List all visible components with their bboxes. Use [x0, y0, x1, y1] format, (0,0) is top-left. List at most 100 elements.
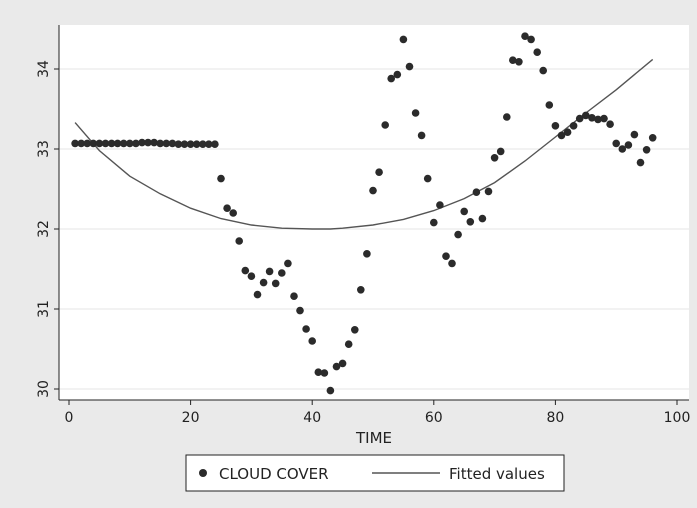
- cloud-cover-point: [71, 139, 79, 148]
- cloud-cover-point: [229, 209, 237, 217]
- cloud-cover-point: [509, 56, 517, 64]
- cloud-cover-point: [265, 267, 274, 276]
- cloud-cover-point: [369, 186, 377, 195]
- cloud-cover-point: [375, 168, 383, 176]
- cloud-cover-point: [490, 154, 499, 162]
- cloud-cover-point: [521, 32, 529, 40]
- cloud-cover-point: [126, 139, 134, 148]
- cloud-cover-point: [314, 368, 323, 377]
- cloud-cover-point: [192, 140, 201, 148]
- cloud-cover-point: [320, 369, 329, 377]
- x-tick-label-100: 100: [664, 410, 691, 426]
- cloud-cover-point: [308, 337, 317, 345]
- x-tick-label-20: 20: [182, 410, 200, 426]
- cloud-cover-point: [503, 113, 511, 121]
- cloud-cover-point: [612, 139, 620, 148]
- cloud-cover-point: [332, 362, 341, 371]
- cloud-cover-point: [478, 214, 487, 223]
- cloud-cover-point: [174, 140, 183, 148]
- cloud-cover-point: [138, 138, 146, 147]
- cloud-cover-point: [199, 140, 207, 148]
- cloud-cover-point: [223, 204, 231, 212]
- cloud-cover-point: [95, 139, 104, 148]
- x-tick-label-60: 60: [425, 410, 443, 426]
- cloud-cover-point: [253, 290, 262, 299]
- cloud-cover-point: [338, 359, 347, 368]
- cloud-cover-point: [417, 131, 426, 140]
- cloud-cover-point: [302, 325, 310, 333]
- cloud-cover-point: [381, 121, 390, 129]
- cloud-cover-point: [150, 138, 158, 147]
- gridlines: [59, 68, 689, 390]
- x-axis-ticks: 0 20 40 60 80 100: [65, 400, 691, 426]
- legend-label-cloud-cover: CLOUD COVER: [219, 465, 329, 483]
- cloud-cover-point: [642, 146, 651, 154]
- cloud-cover-point: [162, 139, 171, 148]
- cloud-cover-point: [351, 326, 359, 334]
- cloud-cover-point: [326, 386, 335, 395]
- cloud-cover-point: [399, 35, 408, 44]
- cloud-cover-point: [557, 131, 566, 140]
- cloud-cover-point: [430, 218, 438, 227]
- legend-marker-cloud-cover: [199, 469, 207, 477]
- cloud-cover-point: [235, 237, 243, 245]
- x-axis-title: TIME: [355, 429, 392, 447]
- cloud-cover-point: [436, 201, 444, 209]
- cloud-cover-point: [527, 35, 535, 44]
- cloud-cover-point: [496, 147, 505, 156]
- cloud-cover-point: [290, 292, 298, 301]
- cloud-cover-point: [606, 120, 614, 128]
- cloud-cover-point: [533, 48, 541, 56]
- cloud-cover-point: [630, 130, 639, 139]
- cloud-cover-point: [156, 139, 164, 148]
- cloud-cover-point: [278, 269, 286, 277]
- cloud-cover-point: [569, 122, 578, 130]
- cloud-cover-point: [484, 187, 493, 196]
- cloud-cover-point: [132, 139, 140, 148]
- cloud-cover-point: [563, 128, 572, 136]
- y-tick-label-31: 31: [36, 300, 52, 318]
- cloud-cover-point: [119, 139, 128, 148]
- cloud-cover-point: [636, 158, 645, 167]
- cloud-cover-point: [77, 139, 85, 148]
- cloud-cover-point: [271, 279, 280, 288]
- cloud-cover-point: [144, 138, 152, 147]
- x-tick-label-0: 0: [65, 410, 74, 426]
- cloud-cover-point: [648, 134, 657, 142]
- cloud-cover-point: [594, 115, 602, 124]
- cloud-cover-point: [600, 114, 608, 123]
- cloud-cover-point: [211, 140, 219, 148]
- cloud-cover-point: [393, 70, 402, 79]
- y-tick-label-33: 33: [36, 140, 52, 158]
- cloud-cover-point: [588, 114, 596, 122]
- cloud-cover-point: [363, 250, 371, 258]
- cloud-cover-point: [387, 74, 396, 83]
- cloud-cover-point: [539, 66, 547, 75]
- cloud-cover-point: [448, 259, 456, 268]
- fitted-values-layer: [74, 58, 654, 230]
- y-tick-label-34: 34: [36, 60, 52, 78]
- cloud-cover-point: [466, 218, 475, 226]
- cloud-cover-point: [168, 139, 177, 148]
- cloud-cover-point: [460, 207, 469, 216]
- fitted-values-line: [74, 58, 654, 230]
- cloud-cover-point: [575, 114, 584, 123]
- cloud-cover-point: [83, 139, 91, 148]
- cloud-cover-point: [205, 140, 213, 148]
- plot-area: [59, 25, 689, 400]
- cloud-cover-point: [259, 278, 268, 287]
- cloud-cover-point: [423, 174, 432, 183]
- cloud-cover-point: [247, 272, 256, 281]
- y-tick-label-32: 32: [36, 220, 52, 238]
- cloud-cover-point: [624, 141, 633, 149]
- cloud-cover-point: [296, 306, 304, 315]
- cloud-cover-point: [551, 122, 560, 130]
- cloud-cover-point: [186, 140, 195, 148]
- legend: CLOUD COVER Fitted values: [185, 454, 565, 492]
- cloud-cover-point: [618, 145, 627, 153]
- cloud-cover-point: [113, 139, 122, 148]
- cloud-cover-point: [107, 139, 116, 148]
- cloud-cover-point: [472, 188, 481, 196]
- cloud-cover-point: [545, 101, 554, 109]
